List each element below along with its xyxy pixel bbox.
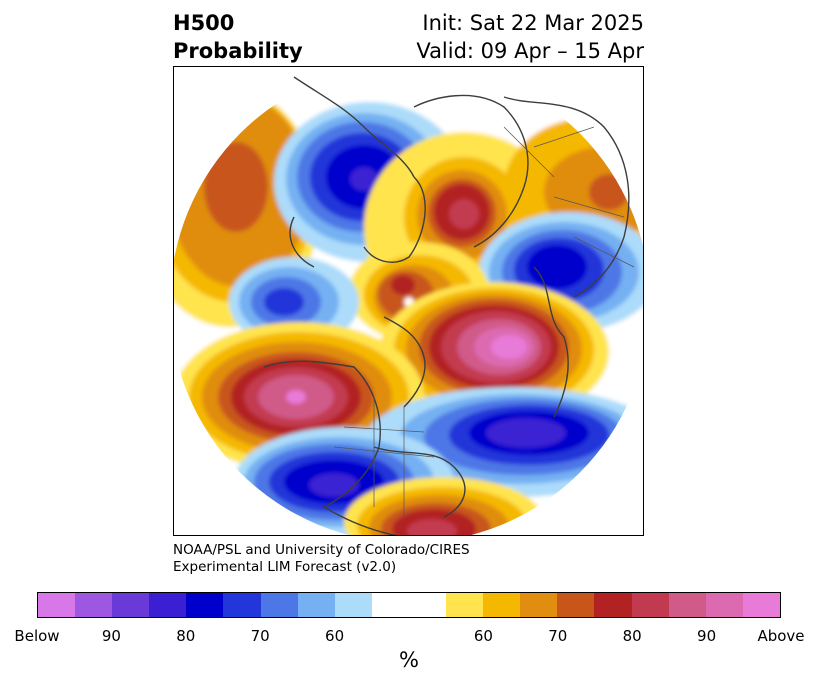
- colorbar-tick-label: 80: [176, 627, 196, 645]
- colorbar-swatch: [260, 593, 298, 617]
- title-variable: H500: [173, 11, 235, 35]
- colorbar-tick-label: 80: [622, 627, 642, 645]
- colorbar-swatch: [408, 593, 447, 617]
- colorbar-swatch: [631, 593, 669, 617]
- colorbar-swatch: [742, 593, 780, 617]
- title-right: Init: Sat 22 Mar 2025 Valid: 09 Apr – 15…: [416, 9, 644, 65]
- colorbar-swatch: [668, 593, 706, 617]
- credit-line-2: Experimental LIM Forecast (v2.0): [173, 559, 397, 575]
- init-date: Init: Sat 22 Mar 2025: [422, 11, 644, 35]
- valid-range: Valid: 09 Apr – 15 Apr: [416, 39, 644, 63]
- colorbar-tick-label: 70: [548, 627, 568, 645]
- anomaly-southern-us-high: [344, 477, 544, 535]
- colorbar-swatch: [520, 593, 558, 617]
- colorbar: [37, 592, 781, 618]
- colorbar-tick-label: 70: [250, 627, 270, 645]
- colorbar-swatch: [334, 593, 372, 617]
- colorbar-tick-label: 60: [325, 627, 345, 645]
- anomaly-north-atlantic-high: [379, 282, 609, 422]
- borders: [333, 126, 635, 517]
- colorbar-swatch: [297, 593, 335, 617]
- colorbar-swatch: [371, 593, 409, 617]
- colorbar-swatch: [446, 593, 484, 617]
- colorbar-swatch: [705, 593, 743, 617]
- colorbar-tick-label: Above: [757, 627, 805, 645]
- colorbar-swatch: [38, 593, 76, 617]
- coastlines: [263, 76, 630, 535]
- colorbar-tick-label: 90: [697, 627, 717, 645]
- colorbar-unit: %: [399, 648, 419, 672]
- colorbar-swatch: [112, 593, 150, 617]
- colorbar-swatch: [149, 593, 187, 617]
- credit-text: NOAA/PSL and University of Colorado/CIRE…: [173, 542, 470, 576]
- colorbar-swatch: [75, 593, 113, 617]
- anomaly-atlantic-low: [364, 387, 643, 497]
- title-left: H500 Probability: [173, 9, 303, 65]
- probability-map: [174, 67, 643, 535]
- colorbar-swatch: [483, 593, 521, 617]
- colorbar-tick-label: 90: [101, 627, 121, 645]
- colorbar-swatch: [557, 593, 595, 617]
- title-product: Probability: [173, 39, 303, 63]
- credit-line-1: NOAA/PSL and University of Colorado/CIRE…: [173, 542, 470, 558]
- colorbar-swatch: [186, 593, 224, 617]
- colorbar-swatch: [223, 593, 261, 617]
- colorbar-tick-label: 60: [473, 627, 493, 645]
- colorbar-swatch: [594, 593, 632, 617]
- map-panel: [173, 66, 644, 536]
- colorbar-tick-label: Below: [14, 627, 60, 645]
